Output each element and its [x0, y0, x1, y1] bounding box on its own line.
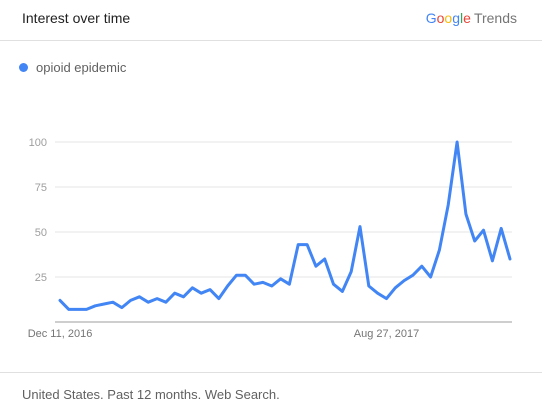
y-tick-label: 25 [35, 272, 47, 284]
y-tick-label: 50 [35, 227, 47, 239]
line-chart: 25 50 75 100 Dec 11, 2016 Aug 27, 2017 [0, 0, 542, 372]
x-tick-label: Aug 27, 2017 [354, 328, 419, 340]
y-tick-label: 75 [35, 182, 47, 194]
series-line [60, 142, 510, 309]
x-tick-label: Dec 11, 2016 [28, 328, 93, 340]
chart-footer: United States. Past 12 months. Web Searc… [0, 372, 542, 407]
footer-text: United States. Past 12 months. Web Searc… [22, 387, 280, 402]
y-tick-label: 100 [29, 137, 47, 149]
